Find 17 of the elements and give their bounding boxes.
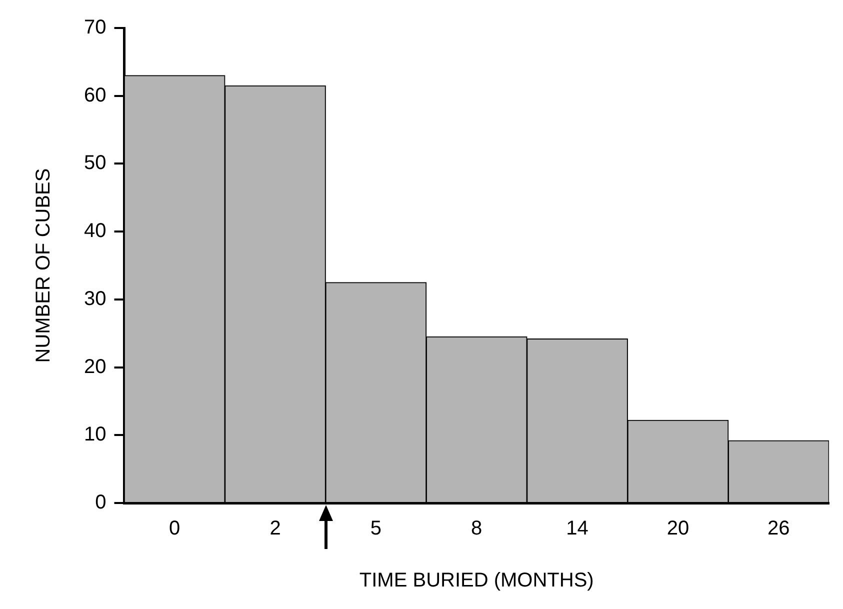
x-tick-label: 0 bbox=[169, 518, 180, 540]
x-tick-label: 2 bbox=[270, 518, 281, 540]
y-tick-label: 0 bbox=[95, 492, 106, 514]
x-axis-title: TIME BURIED (MONTHS) bbox=[359, 570, 594, 592]
y-tick-label: 20 bbox=[84, 356, 106, 378]
y-axis-title: NUMBER OF CUBES bbox=[32, 168, 55, 363]
x-tick-label: 5 bbox=[370, 518, 382, 540]
y-tick-label: 50 bbox=[84, 152, 106, 174]
y-tick-label: 10 bbox=[84, 424, 106, 446]
x-tick-label: 8 bbox=[471, 518, 482, 540]
x-tick-label: 20 bbox=[666, 518, 690, 540]
x-tick-label: 14 bbox=[566, 518, 588, 540]
y-tick-label: 60 bbox=[84, 84, 106, 106]
x-tick-label: 26 bbox=[768, 518, 790, 540]
y-tick-label: 30 bbox=[84, 288, 106, 310]
y-tick-label: 70 bbox=[84, 16, 106, 39]
y-tick-label: 40 bbox=[84, 220, 106, 242]
